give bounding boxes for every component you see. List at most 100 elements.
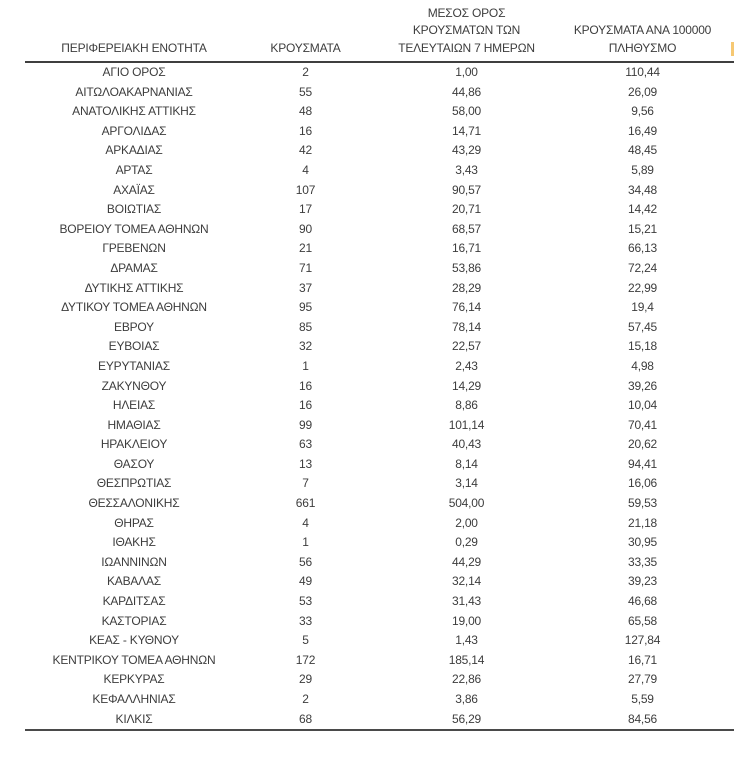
region-cell: ΑΡΓΟΛΙΔΑΣ <box>101 123 167 138</box>
region-cell: ΙΘΑΚΗΣ <box>112 535 156 550</box>
table-row: ΓΡΕΒΕΝΩΝ 21 16,71 66,13 <box>25 239 734 259</box>
avg7-cell: 14,29 <box>451 378 482 393</box>
avg7-cell: 16,71 <box>451 241 482 256</box>
table-row: ΗΜΑΘΙΑΣ 99 101,14 70,41 <box>25 416 734 436</box>
per100k-cell: 27,79 <box>627 672 658 687</box>
region-cell: ΕΥΒΟΙΑΣ <box>108 339 160 354</box>
region-cell: ΚΕΑΣ - ΚΥΘΝΟΥ <box>89 633 179 648</box>
cases-cell: 95 <box>299 300 312 315</box>
cases-cell: 49 <box>299 574 312 589</box>
region-cell: ΚΕΝΤΡΙΚΟΥ ΤΟΜΕΑ ΑΘΗΝΩΝ <box>52 652 216 667</box>
header-avg7: ΜΕΣΟΣ ΟΡΟΣ ΚΡΟΥΣΜΑΤΩΝ ΤΩΝ ΤΕΛΕΥΤΑΙΩΝ 7 Η… <box>368 0 565 63</box>
avg7-cell: 185,14 <box>448 652 485 667</box>
table-row: ΑΡΓΟΛΙΔΑΣ 16 14,71 16,49 <box>25 122 734 142</box>
avg7-cell: 22,86 <box>451 672 482 687</box>
per100k-cell: 39,23 <box>627 574 658 589</box>
avg7-cell: 0,29 <box>455 535 478 550</box>
avg7-cell: 2,43 <box>455 358 478 373</box>
table-row: ΑΝΑΤΟΛΙΚΗΣ ΑΤΤΙΚΗΣ 48 58,00 9,56 <box>25 102 734 122</box>
avg7-cell: 56,29 <box>368 709 565 732</box>
avg7-cell: 3,43 <box>455 162 478 177</box>
region-cell: ΕΥΡΥΤΑΝΙΑΣ <box>98 358 170 373</box>
table-row: ΑΧΑΪΑΣ 107 90,57 34,48 <box>25 181 734 201</box>
per100k-cell: 5,59 <box>631 692 654 706</box>
avg7-cell: 1,43 <box>455 633 478 648</box>
cases-cell: 68 <box>243 709 368 732</box>
avg7-cell: 40,43 <box>451 437 482 452</box>
cases-cell: 4 <box>302 162 309 177</box>
cases-cell: 16 <box>299 378 312 393</box>
cases-cell: 42 <box>299 143 312 158</box>
region-cell: ΘΕΣΠΡΩΤΙΑΣ <box>96 476 172 491</box>
cases-cell: 32 <box>299 339 312 354</box>
cases-cell: 37 <box>299 280 312 295</box>
region-cell: ΘΑΣΟΥ <box>113 456 155 471</box>
avg7-cell: 2,00 <box>455 515 478 530</box>
per100k-cell: 72,24 <box>627 260 658 275</box>
per100k-cell: 66,13 <box>627 241 658 256</box>
region-cell: ΘΕΣΣΑΛΟΝΙΚΗΣ <box>88 496 180 511</box>
table-row: ΒΟΡΕΙΟΥ ΤΟΜΕΑ ΑΘΗΝΩΝ 90 68,57 15,21 <box>25 220 734 240</box>
avg7-cell: 58,00 <box>451 104 482 119</box>
per100k-cell: 20,62 <box>627 437 658 452</box>
region-cell: ΚΙΛΚΙΣ <box>25 709 243 732</box>
table-row: ΘΑΣΟΥ 13 8,14 94,41 <box>25 455 734 475</box>
header-cases: ΚΡΟΥΣΜΑΤΑ <box>243 0 368 63</box>
table-row: ΚΑΒΑΛΑΣ 49 32,14 39,23 <box>25 572 734 592</box>
cutoff-highlight-sliver <box>731 42 734 56</box>
region-cell: ΕΒΡΟΥ <box>114 319 154 334</box>
per100k-cell: 39,26 <box>627 378 658 393</box>
cases-cell: 99 <box>299 417 312 432</box>
header-row: ΠΕΡΙΦΕΡΕΙΑΚΗ ΕΝΟΤΗΤΑ ΚΡΟΥΣΜΑΤΑ ΜΕΣΟΣ ΟΡΟ… <box>25 0 734 63</box>
avg7-cell: 53,86 <box>451 260 482 275</box>
region-cell: ΚΕΦΑΛΛΗΝΙΑΣ <box>92 692 176 706</box>
region-cell: ΑΙΤΩΛΟΑΚΑΡΝΑΝΙΑΣ <box>75 84 193 99</box>
table-row: ΔΥΤΙΚΟΥ ΤΟΜΕΑ ΑΘΗΝΩΝ 95 76,14 19,4 <box>25 298 734 318</box>
avg7-cell: 1,00 <box>455 65 478 79</box>
table-row: ΚΑΡΔΙΤΣΑΣ 53 31,43 46,68 <box>25 592 734 612</box>
per100k-cell: 19,4 <box>631 300 654 315</box>
table-row: ΔΥΤΙΚΗΣ ΑΤΤΙΚΗΣ 37 28,29 22,99 <box>25 279 734 299</box>
region-cell: ΚΕΡΚΥΡΑΣ <box>103 672 165 687</box>
table-body: ΑΓΙΟ ΟΡΟΣ 2 1,00 110,44 ΑΙΤΩΛΟΑΚΑΡΝΑΝΙΑΣ… <box>25 62 734 732</box>
region-cell: ΑΝΑΤΟΛΙΚΗΣ ΑΤΤΙΚΗΣ <box>72 104 196 119</box>
region-cell: ΚΑΡΔΙΤΣΑΣ <box>102 594 166 609</box>
per100k-cell: 9,56 <box>631 104 654 119</box>
region-cell: ΑΡΤΑΣ <box>115 162 153 177</box>
region-cell: ΔΥΤΙΚΗΣ ΑΤΤΙΚΗΣ <box>84 280 184 295</box>
cases-cell: 29 <box>299 672 312 687</box>
cases-cell: 1 <box>302 358 309 373</box>
cases-cell: 172 <box>295 652 316 667</box>
region-cell: ΙΩΑΝΝΙΝΩΝ <box>101 554 167 569</box>
per100k-cell: 5,89 <box>631 162 654 177</box>
per100k-cell: 127,84 <box>624 633 661 648</box>
per100k-cell: 4,98 <box>631 358 654 373</box>
cases-cell: 661 <box>295 496 316 511</box>
avg7-cell: 28,29 <box>451 280 482 295</box>
table-row: ΑΡΤΑΣ 4 3,43 5,89 <box>25 161 734 181</box>
per100k-cell: 33,35 <box>627 554 658 569</box>
regional-cases-table: ΠΕΡΙΦΕΡΕΙΑΚΗ ΕΝΟΤΗΤΑ ΚΡΟΥΣΜΑΤΑ ΜΕΣΟΣ ΟΡΟ… <box>25 0 734 732</box>
cases-cell: 7 <box>302 476 309 491</box>
cases-cell: 56 <box>299 554 312 569</box>
per100k-cell: 22,99 <box>627 280 658 295</box>
avg7-cell: 20,71 <box>451 202 482 217</box>
cases-cell: 17 <box>299 202 312 217</box>
region-cell: ΗΡΑΚΛΕΙΟΥ <box>100 437 168 452</box>
avg7-cell: 78,14 <box>451 319 482 334</box>
table-row: ΕΥΒΟΙΑΣ 32 22,57 15,18 <box>25 337 734 357</box>
cases-cell: 1 <box>302 535 309 550</box>
region-cell: ΔΡΑΜΑΣ <box>110 260 158 275</box>
avg7-cell: 101,14 <box>448 417 485 432</box>
avg7-cell: 32,14 <box>451 574 482 589</box>
per100k-cell: 46,68 <box>627 594 658 609</box>
table-row: ΘΗΡΑΣ 4 2,00 21,18 <box>25 514 734 534</box>
cases-cell: 5 <box>302 633 309 648</box>
table-row: ΚΙΛΚΙΣ 68 56,29 84,56 <box>25 709 734 732</box>
region-cell: ΑΡΚΑΔΙΑΣ <box>105 143 163 158</box>
region-cell: ΑΧΑΪΑΣ <box>113 182 155 197</box>
table-header: ΠΕΡΙΦΕΡΕΙΑΚΗ ΕΝΟΤΗΤΑ ΚΡΟΥΣΜΑΤΑ ΜΕΣΟΣ ΟΡΟ… <box>25 0 734 63</box>
header-per100k: ΚΡΟΥΣΜΑΤΑ ΑΝΑ 100000 ΠΛΗΘΥΣΜΟ <box>565 0 734 63</box>
region-cell: ΚΑΣΤΟΡΙΑΣ <box>101 613 167 628</box>
